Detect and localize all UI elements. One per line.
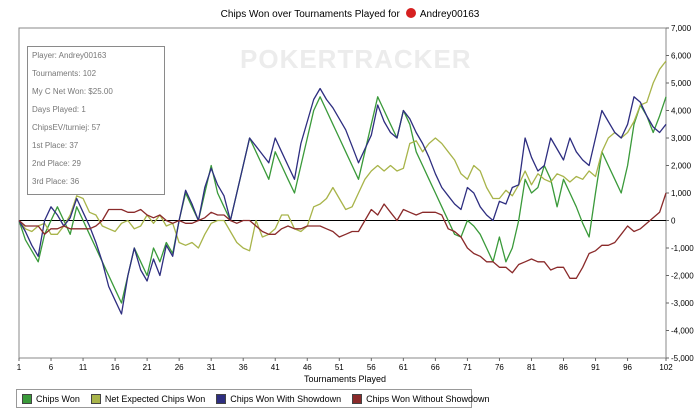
legend-swatch: [22, 393, 32, 404]
stat-1st-place: 1st Place: 37: [32, 141, 79, 150]
y-tick-label: 6,000: [671, 52, 692, 61]
x-tick-label: 46: [303, 363, 312, 372]
stat-chips-ev: ChipsEV/turniej: 57: [32, 123, 101, 132]
y-tick-label: -1,000: [671, 244, 694, 253]
x-tick-label: 31: [207, 363, 216, 372]
stat-player: Player: Andrey00163: [32, 51, 107, 60]
pokertracker-logo-icon: [405, 8, 416, 18]
y-tick-label: 3,000: [671, 134, 692, 143]
legend-swatch: [352, 393, 363, 404]
watermark-logo: POKERTRACKER: [240, 44, 472, 74]
legend-item-chips-won[interactable]: Chips Won: [22, 393, 80, 404]
y-tick-label: 0: [671, 217, 676, 226]
title-text: Chips Won over Tournaments Played for: [220, 9, 400, 20]
y-tick-label: -4,000: [671, 327, 694, 336]
legend-item-net-expected[interactable]: Net Expected Chips Won: [90, 393, 206, 404]
legend-label: Chips Won With Showdown: [230, 393, 342, 404]
stats-box: Player: Andrey00163 Tournaments: 102 My …: [27, 46, 165, 195]
x-tick-label: 102: [659, 363, 673, 372]
legend-item-without-showdown[interactable]: Chips Won Without Showdown: [352, 393, 490, 404]
y-tick-label: 2,000: [671, 162, 692, 171]
x-tick-label: 61: [399, 363, 408, 372]
x-axis-label: Tournaments Played: [304, 374, 386, 384]
y-tick-label: 5,000: [671, 79, 692, 88]
legend-label: Chips Won Without Showdown: [366, 393, 490, 404]
series-layer: [18, 60, 667, 315]
y-tick-label: 7,000: [671, 24, 692, 33]
y-tick-label: -5,000: [671, 354, 694, 363]
x-tick-label: 66: [431, 363, 440, 372]
x-tick-label: 76: [495, 363, 504, 372]
x-tick-label: 86: [559, 363, 568, 372]
x-tick-label: 56: [367, 363, 376, 372]
stat-tournaments: Tournaments: 102: [32, 69, 97, 78]
x-tick-label: 16: [111, 363, 120, 372]
stat-days-played: Days Played: 1: [32, 105, 86, 114]
y-tick-label: 1,000: [671, 189, 692, 198]
x-tick-label: 71: [463, 363, 472, 372]
x-tick-label: 91: [591, 363, 600, 372]
x-axis: 1 6 11 16 21 26 31 36 41 46 51 56 61 66 71 76 81 86 91 96 10…: [17, 358, 673, 372]
x-tick-label: 96: [623, 363, 632, 372]
legend-swatch: [216, 393, 227, 404]
x-tick-label: 26: [175, 363, 184, 372]
series-line-2: [18, 87, 667, 315]
series-line-1: [18, 60, 667, 252]
x-tick-label: 51: [335, 363, 344, 372]
x-tick-label: 1: [17, 363, 22, 372]
chart-title: Chips Won over Tournaments Played for An…: [0, 8, 700, 20]
legend-swatch: [90, 393, 101, 404]
legend-item-with-showdown[interactable]: Chips Won With Showdown: [216, 393, 342, 404]
x-tick-label: 81: [527, 363, 536, 372]
y-axis: -5,000 -4,000 -3,000 -2,000 -1,000 0 1,000 2,00…: [666, 24, 694, 363]
x-tick-label: 6: [49, 363, 54, 372]
x-tick-label: 36: [239, 363, 248, 372]
title-player: Andrey00163: [419, 9, 480, 20]
stat-3rd-place: 3rd Place: 36: [32, 177, 80, 186]
x-tick-label: 21: [143, 363, 152, 372]
stat-net-won: My C Net Won: $25.00: [32, 87, 113, 96]
x-tick-label: 41: [271, 363, 280, 372]
x-tick-label: 11: [79, 363, 88, 372]
y-tick-label: -2,000: [671, 272, 694, 281]
series-line-3: [18, 192, 667, 279]
y-tick-label: -3,000: [671, 299, 694, 308]
y-tick-label: 4,000: [671, 107, 692, 116]
stat-2nd-place: 2nd Place: 29: [32, 159, 81, 168]
legend: Chips Won Net Expected Chips Won Chips W…: [16, 389, 490, 408]
legend-label: Chips Won: [36, 393, 80, 404]
legend-label: Net Expected Chips Won: [104, 393, 206, 404]
